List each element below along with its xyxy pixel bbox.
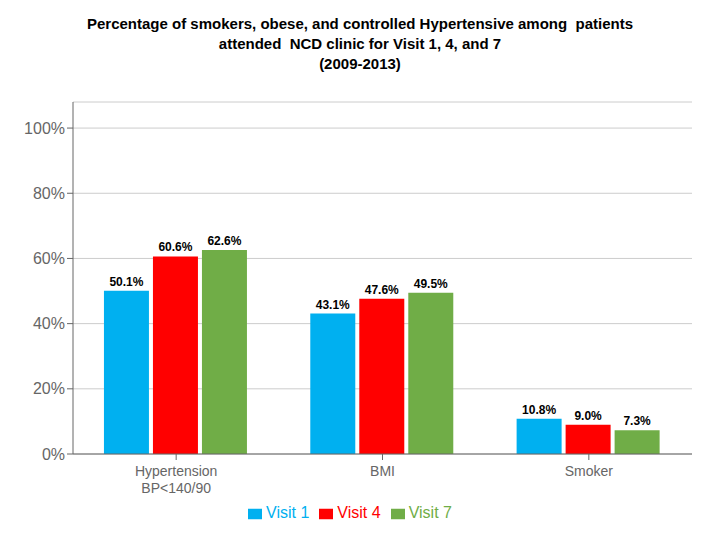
html-text:Percentage of smokers, obese,: Percentage of smokers, obese, and contro… <box>87 15 633 72</box>
svg-text:HypertensionBP<140/90: HypertensionBP<140/90 <box>135 463 218 496</box>
svg-text:BMI: BMI <box>370 463 395 479</box>
svg-text:47.6%: 47.6% <box>365 283 399 297</box>
html-text:Visit 4: Visit 4 <box>337 504 381 521</box>
svg-text:62.6%: 62.6% <box>207 234 241 248</box>
svg-text:43.1%: 43.1% <box>316 298 350 312</box>
svg-text:7.3%: 7.3% <box>623 414 651 428</box>
svg-text:100%: 100% <box>24 120 65 137</box>
svg-text:50.1%: 50.1% <box>109 275 143 289</box>
svg-text:20%: 20% <box>33 380 65 397</box>
svg-text:10.8%: 10.8% <box>522 403 556 417</box>
svg-text:Smoker: Smoker <box>565 463 614 479</box>
html-text:Visit 1: Visit 1 <box>266 504 310 521</box>
svg-text:49.5%: 49.5% <box>414 277 448 291</box>
svg-text:60.6%: 60.6% <box>158 240 192 254</box>
svg-text:40%: 40% <box>33 315 65 332</box>
svg-text:60%: 60% <box>33 250 65 267</box>
svg-text:0%: 0% <box>42 446 65 463</box>
html-text:Visit 7: Visit 7 <box>408 504 452 521</box>
svg-text:80%: 80% <box>33 185 65 202</box>
svg-text:9.0%: 9.0% <box>574 409 602 423</box>
